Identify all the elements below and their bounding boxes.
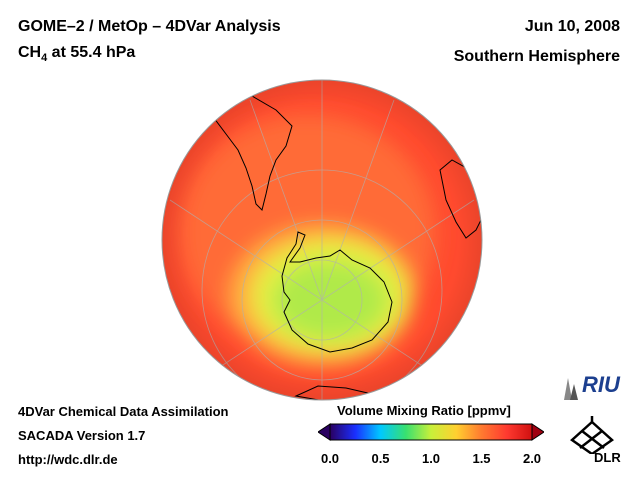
pressure-label: at 55.4 hPa [47,44,136,61]
colorbar-tick-label: 2.0 [522,451,542,466]
species-subscript: 4 [41,52,48,65]
plot-title: GOME–2 / MetOp – 4DVar Analysis [18,18,281,35]
analysis-date: Jun 10, 2008 [524,18,620,35]
colorbar [318,423,544,441]
footer-url: http://wdc.dlr.de [18,452,118,467]
colorbar-tick-label: 0.5 [371,451,390,466]
dlr-logo-icon [569,416,615,454]
plot-subtitle: CH4 at 55.4 hPa [18,44,135,64]
colorbar-title: Volume Mixing Ratio [ppmv] [337,403,511,418]
hemisphere-label: Southern Hemisphere [453,48,620,65]
colorbar-tick-label: 0.0 [320,451,340,466]
globe-edge [161,79,483,401]
footer-assimilation: 4DVar Chemical Data Assimilation [18,404,229,419]
riu-logo-text: RIU [582,372,620,397]
colorbar-max-arrow [531,423,544,441]
species-label: CH [18,44,42,61]
riu-logo-icon [564,378,578,400]
colorbar-scale [329,423,533,441]
footer-version: SACADA Version 1.7 [18,428,146,443]
colorbar-tick-label: 1.0 [421,451,441,466]
colorbar-min-arrow [318,423,331,441]
dlr-logo-text: DLR [594,450,621,465]
colorbar-tick-label: 1.5 [472,451,491,466]
